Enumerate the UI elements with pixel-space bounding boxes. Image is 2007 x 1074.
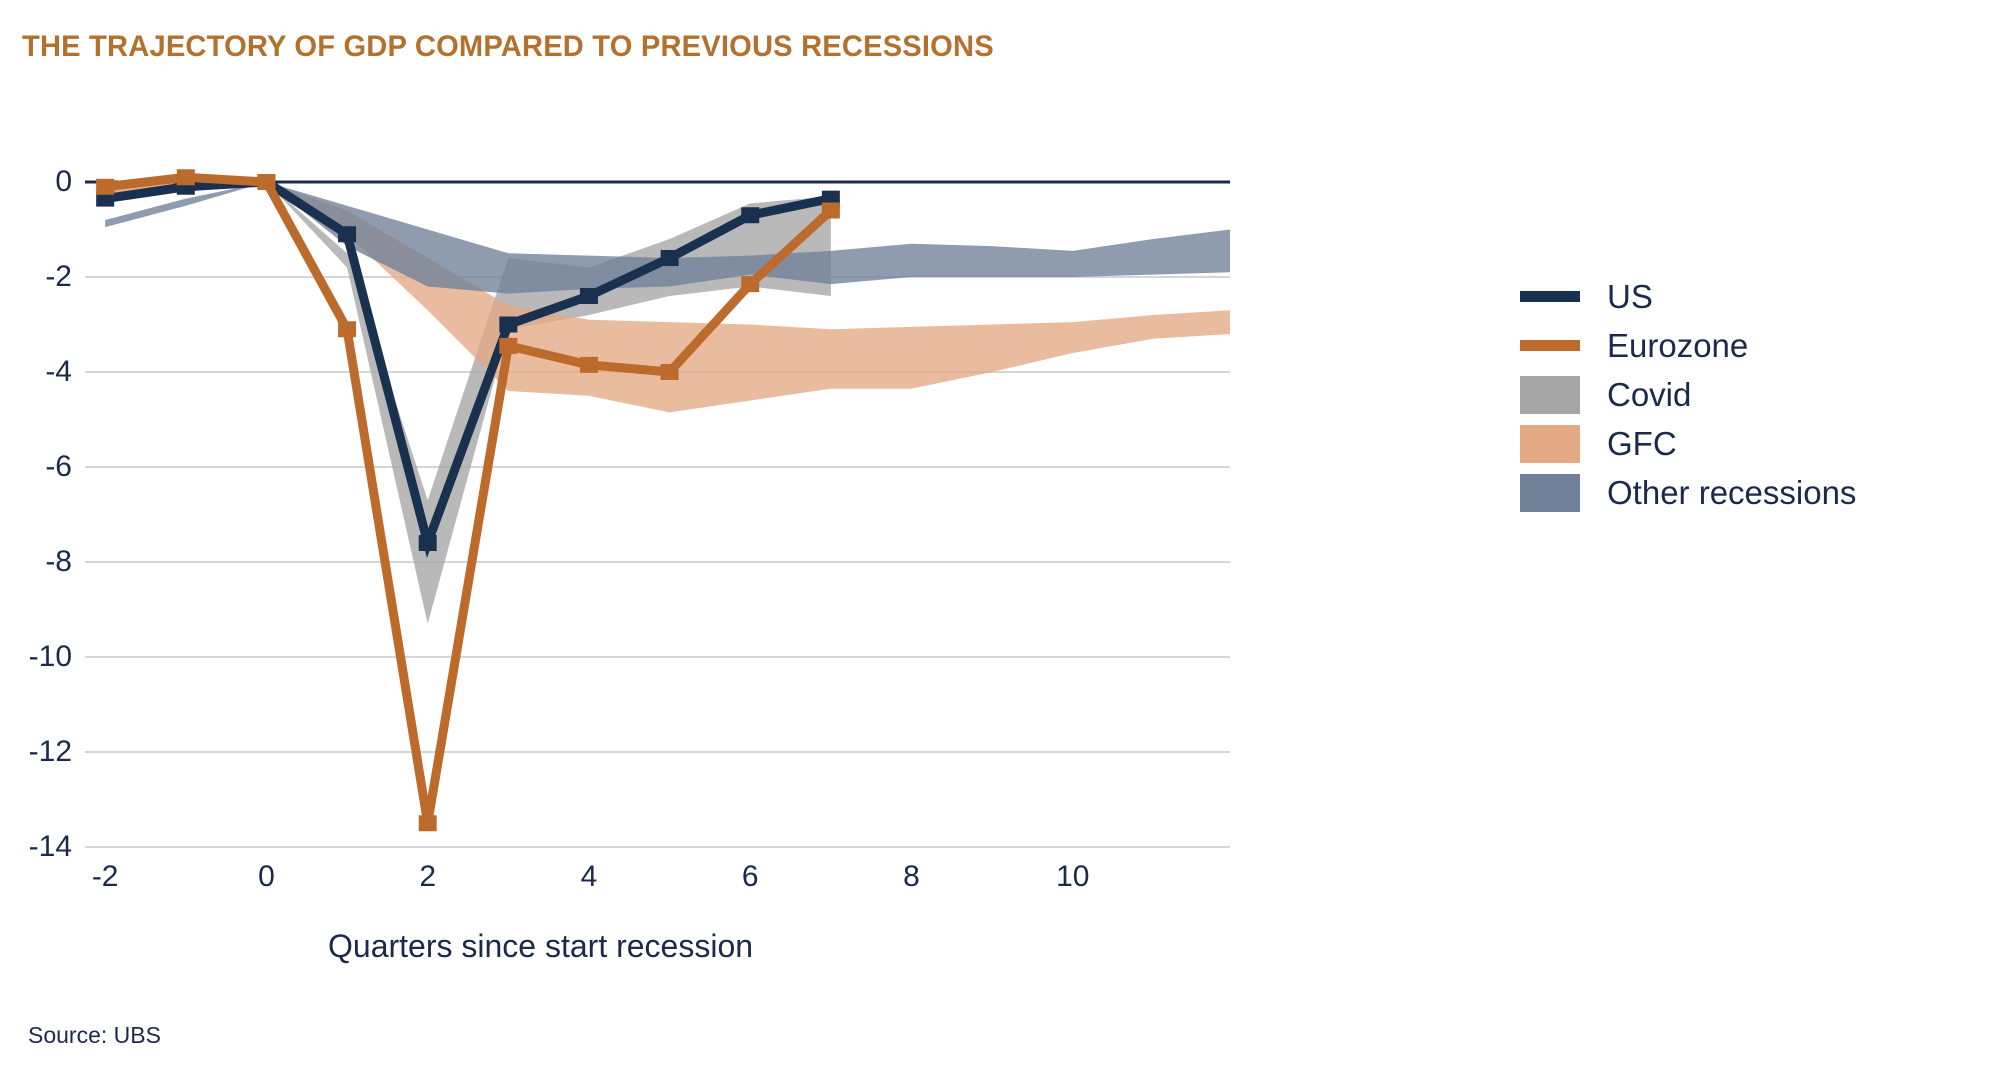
data-point-marker bbox=[741, 276, 760, 293]
y-axis-tick-label: -10 bbox=[28, 640, 72, 673]
x-axis-tick-label: 8 bbox=[903, 860, 920, 893]
x-axis-title: Quarters since start recession bbox=[328, 928, 754, 964]
y-axis-tick-label: -6 bbox=[45, 450, 72, 483]
data-point-marker bbox=[96, 178, 115, 195]
data-point-marker bbox=[660, 250, 679, 266]
y-axis-tick-label: -12 bbox=[28, 735, 72, 768]
legend-item-label: Covid bbox=[1607, 376, 1692, 413]
data-point-marker bbox=[499, 337, 518, 354]
x-axis-tick-label: 2 bbox=[419, 860, 437, 893]
data-point-marker bbox=[579, 356, 598, 373]
band-covid bbox=[105, 182, 831, 624]
legend-swatch-icon bbox=[1520, 291, 1580, 302]
legend-item-other-recessions[interactable]: Other recessions bbox=[1520, 468, 1990, 517]
data-point-marker bbox=[660, 364, 679, 380]
data-point-marker bbox=[418, 535, 437, 551]
data-point-marker bbox=[418, 815, 437, 832]
series-line-us bbox=[104, 177, 832, 558]
x-axis-tick-label: 6 bbox=[741, 860, 759, 893]
legend-swatch-icon bbox=[1520, 424, 1580, 463]
legend-swatch-icon bbox=[1520, 375, 1580, 414]
y-axis-tick-label: 0 bbox=[55, 165, 72, 198]
legend-item-label: Other recessions bbox=[1607, 474, 1857, 511]
x-axis-tick-label: 4 bbox=[580, 860, 598, 893]
chart-plot-area: 0 -2 -4 -6 -8 -10 -12 -14 -2 0 2 4 6 8 10 bbox=[28, 165, 1230, 893]
legend-item-us[interactable]: US bbox=[1520, 272, 1990, 321]
y-axis-tick-label: -2 bbox=[45, 260, 72, 293]
band-other-recessions bbox=[105, 182, 1230, 294]
legend-item-eurozone[interactable]: Eurozone bbox=[1520, 321, 1990, 370]
y-axis-tick-label: -8 bbox=[45, 545, 72, 578]
data-point-marker bbox=[257, 174, 276, 190]
page-title: THE TRAJECTORY OF GDP COMPARED TO PREVIO… bbox=[22, 30, 994, 63]
data-point-marker bbox=[579, 288, 598, 304]
y-axis-tick-label: -14 bbox=[28, 830, 72, 863]
legend-item-label: Eurozone bbox=[1607, 327, 1749, 364]
data-point-marker bbox=[176, 169, 195, 186]
legend-item-covid[interactable]: Covid bbox=[1520, 370, 1990, 419]
legend-swatch-icon bbox=[1520, 340, 1580, 351]
data-point-marker bbox=[338, 321, 357, 338]
source-note: Source: UBS bbox=[28, 1022, 161, 1048]
data-point-marker bbox=[741, 207, 760, 224]
y-axis-tick-label: -4 bbox=[45, 355, 72, 388]
x-axis-tick-label: 10 bbox=[1056, 860, 1090, 893]
legend-item-label: US bbox=[1607, 278, 1653, 315]
chart-legend: US Eurozone Covid GFC Other recessions bbox=[1520, 272, 1990, 517]
series-line-eurozone bbox=[104, 172, 834, 824]
x-axis-tick-label: -2 bbox=[91, 860, 119, 893]
chart-svg bbox=[85, 169, 1230, 848]
x-axis-tick-label: 0 bbox=[258, 860, 275, 893]
data-point-marker bbox=[338, 226, 357, 243]
data-point-marker bbox=[821, 202, 840, 219]
data-point-marker bbox=[499, 316, 518, 333]
legend-item-label: GFC bbox=[1607, 425, 1677, 462]
legend-swatch-icon bbox=[1520, 473, 1580, 512]
legend-item-gfc[interactable]: GFC bbox=[1520, 419, 1990, 468]
